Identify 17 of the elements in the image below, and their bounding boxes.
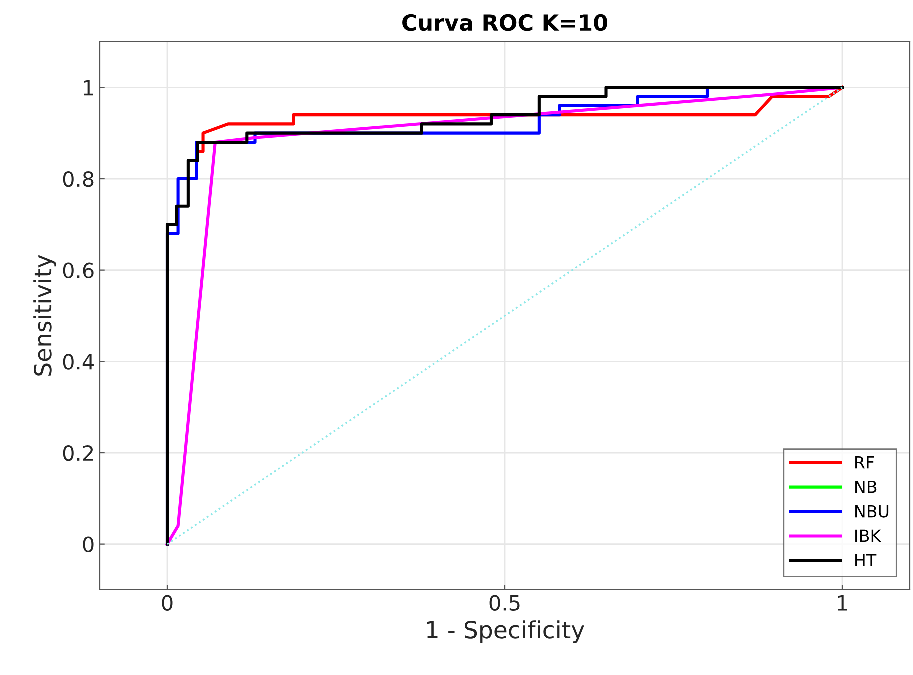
y-tick-label: 0.4 <box>63 354 94 370</box>
legend-label: IBK <box>856 530 882 542</box>
y-tick-label: 0.6 <box>63 262 94 279</box>
legend-label: NBU <box>856 505 889 518</box>
y-axis-title: Sensitivity <box>34 255 56 376</box>
y-tick-label: 0 <box>83 536 94 553</box>
y-tick-label: 0.8 <box>63 171 94 188</box>
x-tick-label: 0 <box>162 595 173 611</box>
y-tick-label: 1 <box>84 80 94 96</box>
legend-label: NB <box>856 480 877 494</box>
x-axis-title: 1 - Specificity <box>427 620 584 644</box>
legend-label: RF <box>856 456 874 469</box>
x-tick-label: 1 <box>838 596 848 611</box>
chart-title: Curva ROC K=10 <box>402 14 608 32</box>
x-tick-label: 0.5 <box>490 595 520 611</box>
legend-label: HT <box>856 554 877 567</box>
y-tick-label: 0.2 <box>63 445 94 462</box>
